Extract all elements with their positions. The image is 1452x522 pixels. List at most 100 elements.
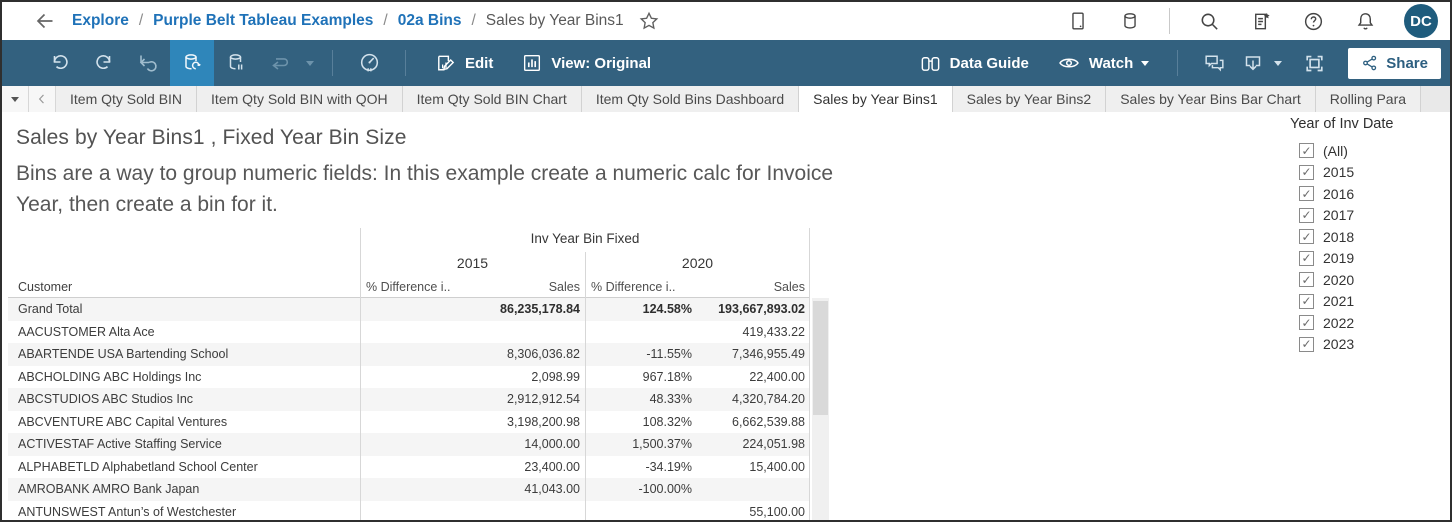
back-button[interactable]	[32, 8, 58, 34]
table-row[interactable]: Grand Total 86,235,178.84 124.58% 193,66…	[8, 298, 810, 321]
data-guide-button[interactable]: Data Guide	[905, 40, 1043, 86]
checkbox-icon[interactable]: ✓	[1299, 315, 1314, 330]
filter-checkbox-item[interactable]: ✓ 2015	[1290, 162, 1448, 184]
toolbar-divider	[1177, 50, 1178, 76]
comments-button[interactable]	[1192, 40, 1236, 86]
worksheet-tab[interactable]: Item Qty Sold BIN	[56, 86, 197, 112]
toolbar: Edit View: Original Data Guide Watch	[2, 40, 1450, 86]
filter-checkbox-item[interactable]: ✓ 2017	[1290, 205, 1448, 227]
data-source-icon[interactable]	[1117, 8, 1143, 34]
table-row[interactable]: ABCHOLDING ABC Holdings Inc 2,098.99 967…	[8, 366, 810, 389]
redo-button[interactable]	[82, 40, 126, 86]
cell-sales-2015: 86,235,178.84	[470, 302, 585, 316]
run-update-button[interactable]	[258, 40, 302, 86]
filter-checkbox-item[interactable]: ✓ (All)	[1290, 140, 1448, 162]
cell-sales-2015: 41,043.00	[470, 482, 585, 496]
worksheet-tab[interactable]: Item Qty Sold BIN with QOH	[197, 86, 403, 112]
worksheet-tab[interactable]: Sales by Year Bins Bar Chart	[1106, 86, 1316, 112]
undo-icon	[48, 51, 72, 75]
breadcrumb-project[interactable]: Purple Belt Tableau Examples	[153, 12, 373, 30]
notifications-bell-icon[interactable]	[1352, 8, 1378, 34]
crosstab-table: Inv Year Bin Fixed 2015 2020 Customer % …	[8, 228, 810, 520]
download-button[interactable]	[1236, 40, 1270, 86]
tab-list-dropdown[interactable]	[2, 86, 29, 112]
grid-line	[360, 228, 361, 520]
cell-customer: Grand Total	[8, 302, 360, 316]
filter-checkbox-item[interactable]: ✓ 2016	[1290, 183, 1448, 205]
table-vertical-scrollbar[interactable]	[812, 298, 829, 520]
checkbox-icon[interactable]: ✓	[1299, 165, 1314, 180]
checkbox-icon[interactable]: ✓	[1299, 337, 1314, 352]
search-icon[interactable]	[1196, 8, 1222, 34]
breadcrumb-workbook[interactable]: 02a Bins	[398, 12, 462, 30]
refresh-data-button[interactable]	[170, 40, 214, 86]
watch-button[interactable]: Watch	[1043, 40, 1163, 86]
checkmark-glyph: ✓	[1301, 166, 1311, 178]
checkbox-icon[interactable]: ✓	[1299, 294, 1314, 309]
whats-new-icon[interactable]	[1248, 8, 1274, 34]
cell-sales-2015: 23,400.00	[470, 460, 585, 474]
filter-checkbox-item[interactable]: ✓ 2022	[1290, 312, 1448, 334]
filter-checkbox-item[interactable]: ✓ 2018	[1290, 226, 1448, 248]
checkmark-glyph: ✓	[1301, 274, 1311, 286]
edit-button[interactable]: Edit	[420, 40, 507, 86]
toolbar-divider	[332, 50, 333, 76]
filter-checkbox-item[interactable]: ✓ 2023	[1290, 334, 1448, 356]
sheet-title: Sales by Year Bins1 , Fixed Year Bin Siz…	[16, 126, 407, 150]
checkbox-icon[interactable]: ✓	[1299, 251, 1314, 266]
filter-checkbox-item[interactable]: ✓ 2020	[1290, 269, 1448, 291]
tab-list: Item Qty Sold BIN Item Qty Sold BIN with…	[56, 86, 1421, 112]
help-icon[interactable]	[1300, 8, 1326, 34]
cell-customer: ABCHOLDING ABC Holdings Inc	[8, 370, 360, 384]
filter-checkbox-item[interactable]: ✓ 2021	[1290, 291, 1448, 313]
checkbox-icon[interactable]: ✓	[1299, 229, 1314, 244]
worksheet-tab[interactable]: Item Qty Sold BIN Chart	[403, 86, 582, 112]
column-group-header: Inv Year Bin Fixed	[360, 231, 810, 246]
table-row[interactable]: ACTIVESTAF Active Staffing Service 14,00…	[8, 433, 810, 456]
favorite-star-icon[interactable]	[638, 10, 660, 32]
scrollbar-thumb[interactable]	[813, 301, 828, 415]
table-row[interactable]: ABCSTUDIOS ABC Studios Inc 2,912,912.54 …	[8, 388, 810, 411]
table-row[interactable]: ABCVENTURE ABC Capital Ventures 3,198,20…	[8, 411, 810, 434]
tableau-window: Explore / Purple Belt Tableau Examples /…	[0, 0, 1452, 522]
cell-sales-2015: 8,306,036.82	[470, 347, 585, 361]
checkmark-glyph: ✓	[1301, 231, 1311, 243]
pause-updates-button[interactable]	[214, 40, 258, 86]
run-update-dropdown[interactable]	[302, 40, 318, 86]
cell-sales-2020: 15,400.00	[697, 460, 810, 474]
cell-customer: ALPHABETLD Alphabetland School Center	[8, 460, 360, 474]
table-row[interactable]: ABARTENDE USA Bartending School 8,306,03…	[8, 343, 810, 366]
worksheet-tab[interactable]: Rolling Para	[1316, 86, 1421, 112]
share-button[interactable]: Share	[1348, 48, 1441, 79]
filter-item-label: (All)	[1323, 143, 1348, 159]
table-row[interactable]: AACUSTOMER Alta Ace 419,433.22	[8, 321, 810, 344]
download-dropdown[interactable]	[1270, 40, 1286, 86]
user-avatar[interactable]: DC	[1404, 4, 1438, 38]
view-original-button[interactable]: View: Original	[507, 40, 665, 86]
worksheet-tab[interactable]: Sales by Year Bins1	[799, 86, 953, 112]
filter-item-label: 2020	[1323, 272, 1354, 288]
undo-button[interactable]	[38, 40, 82, 86]
table-row[interactable]: ANTUNSWEST Antun’s of Westchester 55,100…	[8, 501, 810, 522]
tab-scroll-left[interactable]	[29, 86, 56, 112]
top-bar-actions: DC	[1065, 4, 1450, 38]
checkbox-icon[interactable]: ✓	[1299, 272, 1314, 287]
refresh-data-icon	[180, 51, 204, 75]
table-row[interactable]: ALPHABETLD Alphabetland School Center 23…	[8, 456, 810, 479]
worksheet-tab[interactable]: Sales by Year Bins2	[953, 86, 1107, 112]
checkbox-icon[interactable]: ✓	[1299, 186, 1314, 201]
revert-button[interactable]	[126, 40, 170, 86]
binoculars-icon	[919, 52, 942, 75]
checkbox-icon[interactable]: ✓	[1299, 208, 1314, 223]
worksheet-tab[interactable]: Item Qty Sold Bins Dashboard	[582, 86, 799, 112]
device-preview-icon[interactable]	[1065, 8, 1091, 34]
data-guide-label: Data Guide	[950, 55, 1029, 72]
filter-item-label: 2017	[1323, 207, 1354, 223]
cell-sales-2020: 224,051.98	[697, 437, 810, 451]
filter-checkbox-item[interactable]: ✓ 2019	[1290, 248, 1448, 270]
fullscreen-button[interactable]	[1292, 40, 1336, 86]
checkbox-icon[interactable]: ✓	[1299, 143, 1314, 158]
table-row[interactable]: AMROBANK AMRO Bank Japan 41,043.00 -100.…	[8, 478, 810, 501]
metrics-button[interactable]	[347, 40, 391, 86]
breadcrumb-explore[interactable]: Explore	[72, 12, 129, 30]
